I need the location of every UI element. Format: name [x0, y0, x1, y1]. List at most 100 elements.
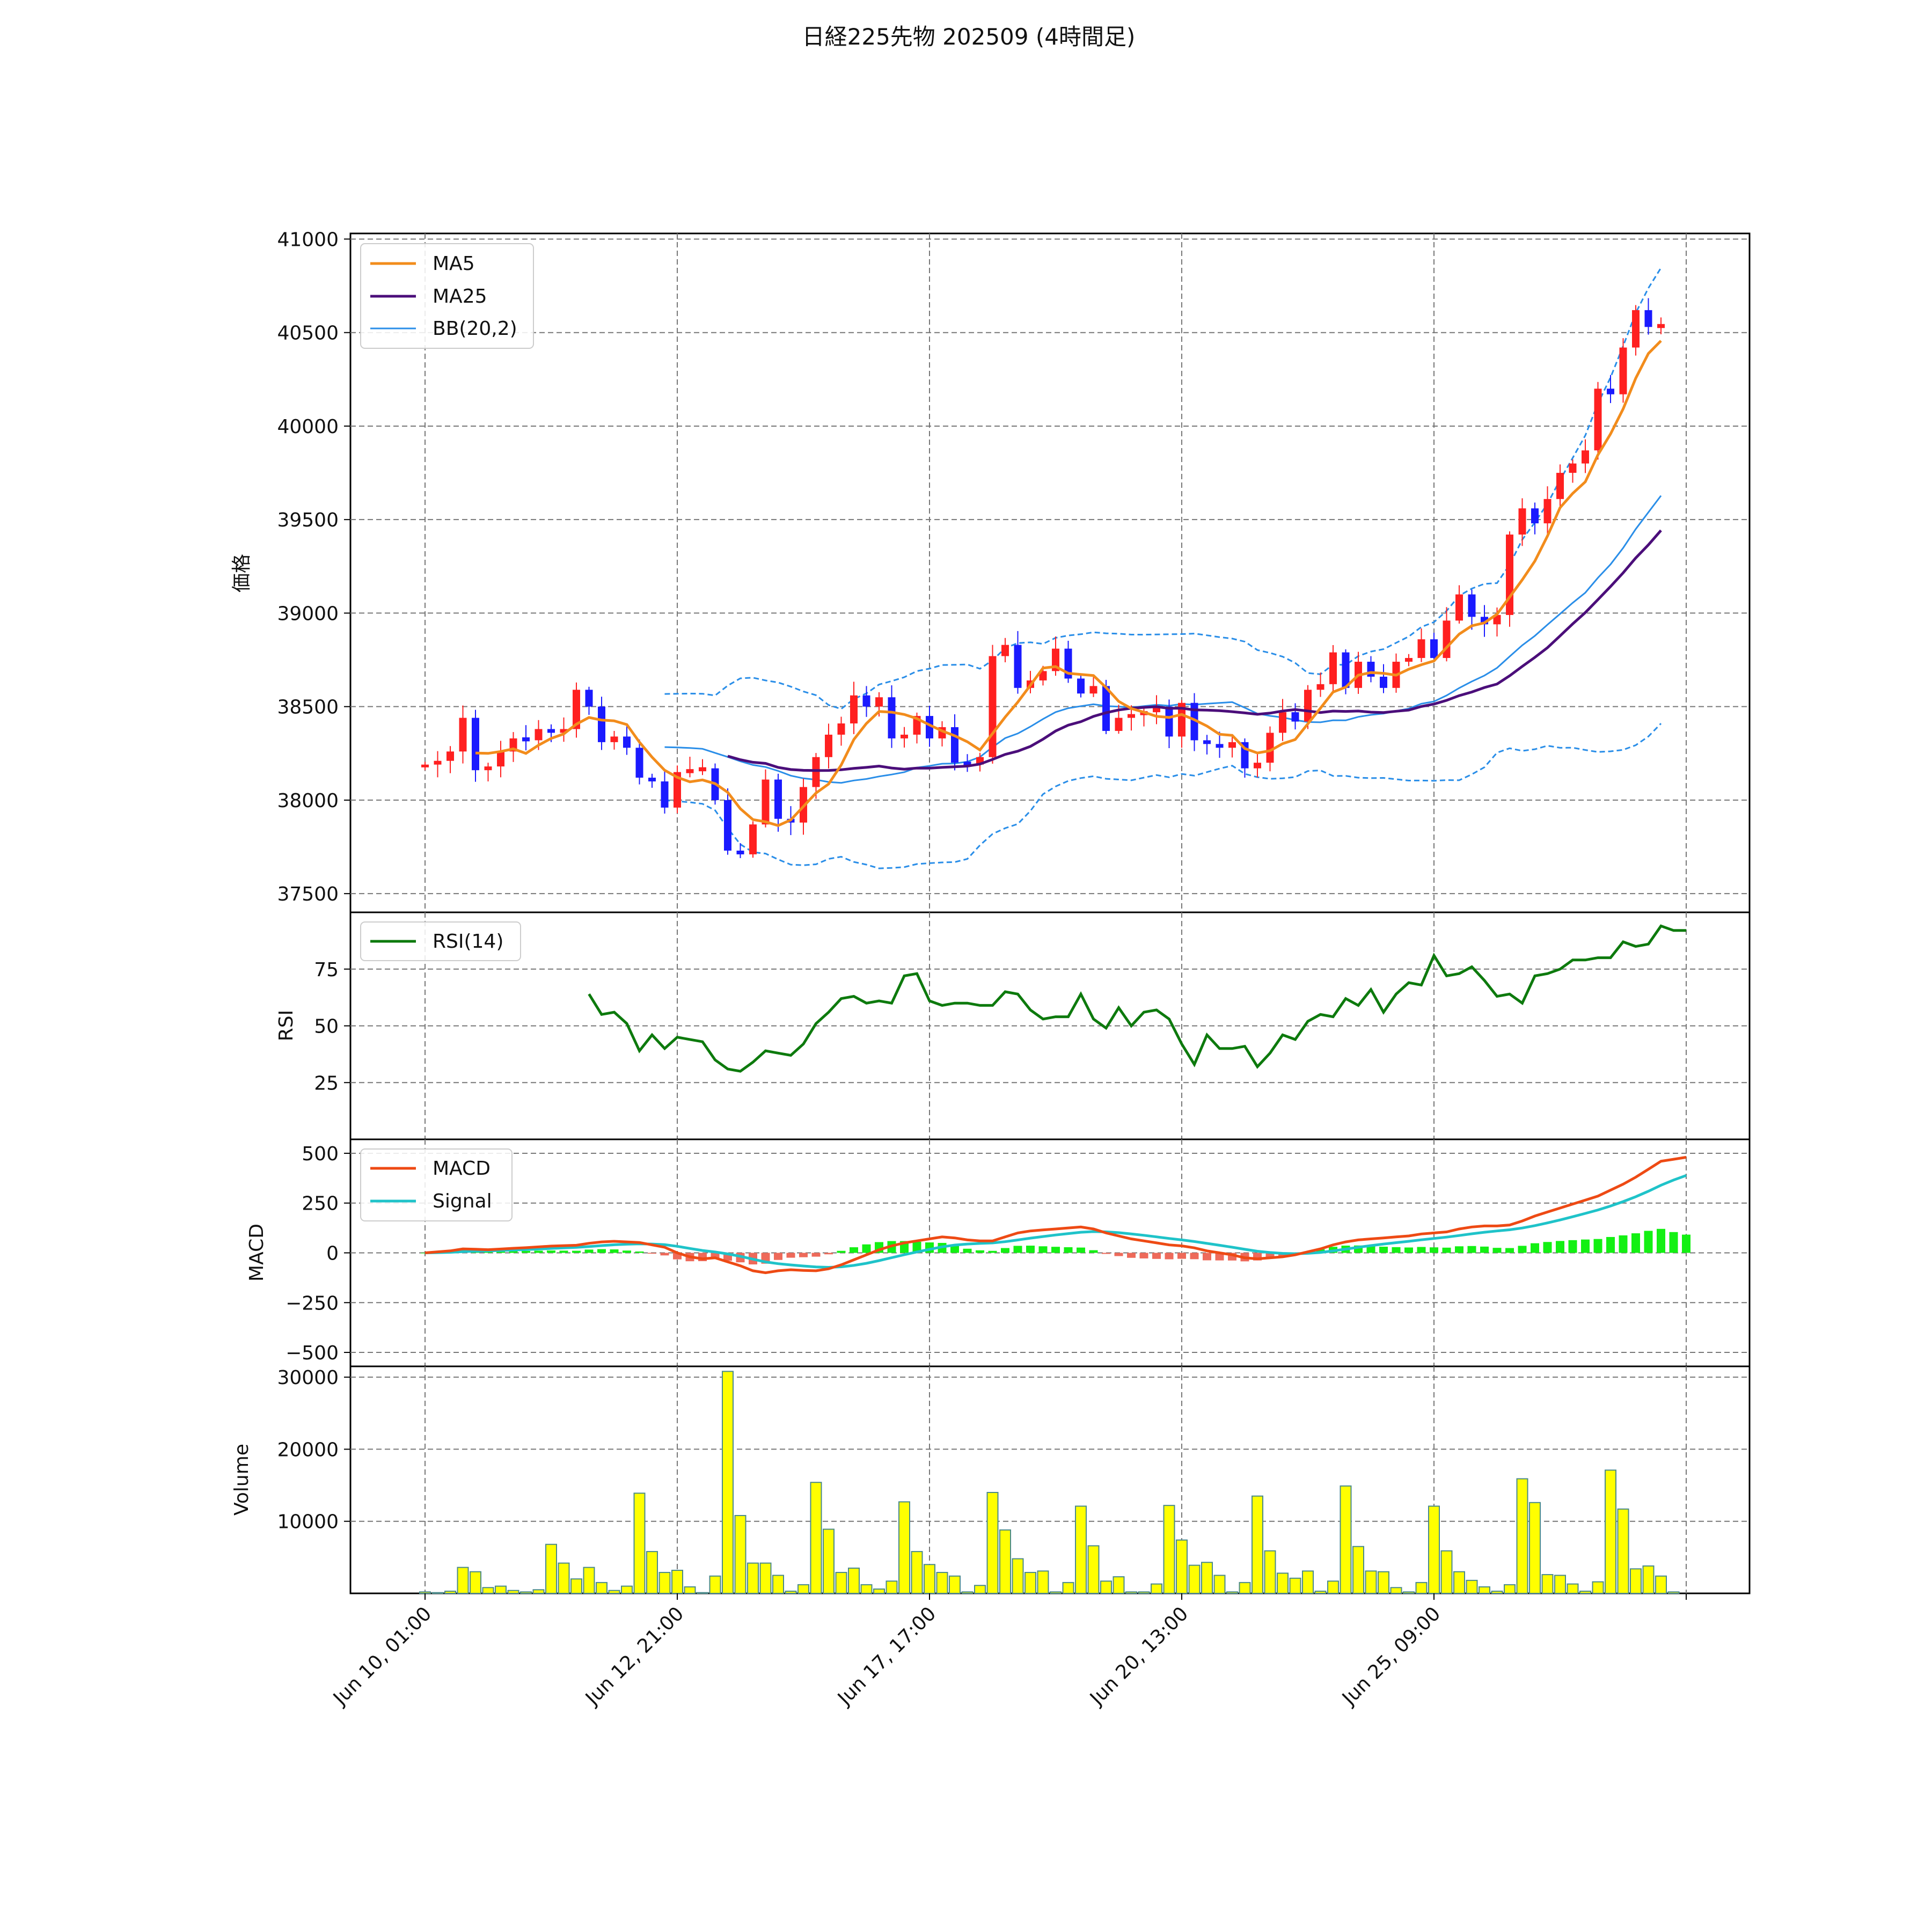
- candle-body: [1582, 450, 1589, 464]
- candle-body: [1380, 676, 1387, 688]
- macd-histogram-bar: [496, 1251, 505, 1253]
- candle-body: [1543, 499, 1552, 524]
- macd-legend: MACD Signal: [360, 1148, 513, 1221]
- volume-bar: [848, 1568, 860, 1594]
- macd-series: [425, 1155, 1687, 1275]
- candle-body: [560, 729, 568, 733]
- volume-bar: [558, 1562, 570, 1594]
- candle-body: [1556, 473, 1564, 499]
- volume-bar: [520, 1591, 532, 1594]
- volume-y-label: Volume: [231, 1444, 253, 1516]
- volume-bar: [747, 1562, 759, 1594]
- macd-histogram-bar: [1038, 1246, 1048, 1253]
- volume-bar: [1024, 1572, 1036, 1594]
- macd-histogram-bar: [1392, 1247, 1401, 1253]
- candle-body: [1102, 686, 1110, 731]
- candle-body: [1254, 763, 1261, 769]
- candle-body: [1304, 690, 1312, 722]
- volume-bar: [1340, 1485, 1352, 1594]
- candle-body: [674, 772, 681, 808]
- candle-body: [850, 695, 858, 724]
- volume-bar: [1428, 1505, 1440, 1594]
- x-axis: Jun 10, 01:00 Jun 12, 21:00 Jun 17, 17:00 J…: [328, 1593, 1687, 1710]
- macd-histogram-bar: [1682, 1234, 1690, 1253]
- macd-y-tick-label: −500: [286, 1342, 339, 1364]
- macd-histogram-bar: [1631, 1233, 1640, 1253]
- x-tick-label: Jun 17, 17:00: [833, 1602, 940, 1710]
- macd-histogram-bar: [1543, 1242, 1552, 1253]
- signal-line: [425, 1174, 1687, 1269]
- candle-body: [1001, 645, 1009, 656]
- candle-body: [812, 757, 820, 787]
- volume-bar: [1125, 1591, 1137, 1594]
- candle-body: [875, 697, 883, 707]
- macd-histogram-bar: [584, 1249, 594, 1253]
- volume-bar: [1252, 1495, 1263, 1594]
- candle-body: [472, 718, 479, 771]
- candle-body: [635, 748, 643, 778]
- price-y-tick-label: 39500: [277, 509, 339, 531]
- volume-bar: [1188, 1564, 1201, 1594]
- macd-histogram-bar: [635, 1251, 644, 1253]
- macd-histogram-bar: [1077, 1247, 1085, 1253]
- macd-histogram-bar: [811, 1253, 821, 1257]
- ma5-line: [475, 340, 1662, 827]
- candle-body: [1153, 706, 1160, 713]
- macd-histogram-bar: [1442, 1247, 1451, 1253]
- price-legend: MA5 MA25 BB(20,2): [360, 243, 534, 349]
- volume-bar: [1642, 1565, 1655, 1594]
- volume-bar: [596, 1582, 608, 1594]
- volume-bar: [860, 1584, 873, 1594]
- candle-body: [598, 706, 605, 742]
- volume-bar: [1491, 1590, 1503, 1594]
- candle-body: [774, 779, 782, 819]
- volume-bar: [911, 1551, 923, 1594]
- volume-bar: [785, 1590, 797, 1594]
- volume-bar: [658, 1572, 671, 1594]
- volume-bar: [759, 1562, 772, 1594]
- macd-histogram-bar: [912, 1241, 921, 1253]
- volume-bar: [1378, 1571, 1389, 1594]
- macd-histogram-bar: [850, 1247, 858, 1253]
- candle-body: [1077, 678, 1085, 694]
- candle-body: [585, 690, 593, 707]
- macd-histogram-bar: [1001, 1248, 1009, 1253]
- candle-body: [1291, 712, 1299, 722]
- macd-y-label: MACD: [246, 1224, 268, 1282]
- macd-histogram-bar: [799, 1253, 808, 1257]
- volume-bars: [419, 1371, 1680, 1594]
- volume-bar: [1113, 1576, 1125, 1594]
- macd-histogram-bar: [1505, 1248, 1514, 1253]
- volume-y-tick-label: 30000: [277, 1367, 339, 1389]
- candle-body: [736, 851, 744, 854]
- volume-bar: [1466, 1579, 1478, 1594]
- macd-y-tick-label: −250: [286, 1292, 339, 1314]
- macd-y-tick-label: 0: [326, 1243, 339, 1265]
- volume-bar: [1403, 1591, 1415, 1594]
- macd-histogram-bar: [1606, 1236, 1615, 1253]
- candle-body: [1594, 389, 1602, 451]
- volume-bar: [797, 1584, 809, 1594]
- x-tick-label: Jun 10, 01:00: [328, 1602, 436, 1710]
- macd-histogram-bar: [1404, 1247, 1413, 1253]
- candle-body: [1316, 684, 1324, 690]
- candle-body: [1203, 740, 1211, 744]
- volume-bar: [986, 1492, 999, 1594]
- candle-body: [1443, 620, 1451, 658]
- candle-body: [699, 767, 706, 772]
- volume-bar: [1050, 1591, 1062, 1594]
- macd-panel: −500 −250 0 250 500 MACD MACD Signal: [246, 1138, 1751, 1367]
- volume-bar: [722, 1371, 734, 1594]
- candle-body: [1493, 614, 1501, 625]
- volume-bar: [974, 1585, 986, 1594]
- volume-bar: [936, 1572, 948, 1594]
- candle-body: [989, 656, 997, 757]
- volume-bar: [1529, 1502, 1541, 1594]
- candle-body: [1014, 645, 1022, 688]
- volume-bar: [1213, 1575, 1226, 1594]
- macd-histogram-bar: [1114, 1253, 1123, 1256]
- volume-bar: [1605, 1469, 1616, 1594]
- candle-body: [623, 736, 631, 748]
- volume-bar: [1365, 1570, 1377, 1594]
- volume-bar: [772, 1575, 784, 1594]
